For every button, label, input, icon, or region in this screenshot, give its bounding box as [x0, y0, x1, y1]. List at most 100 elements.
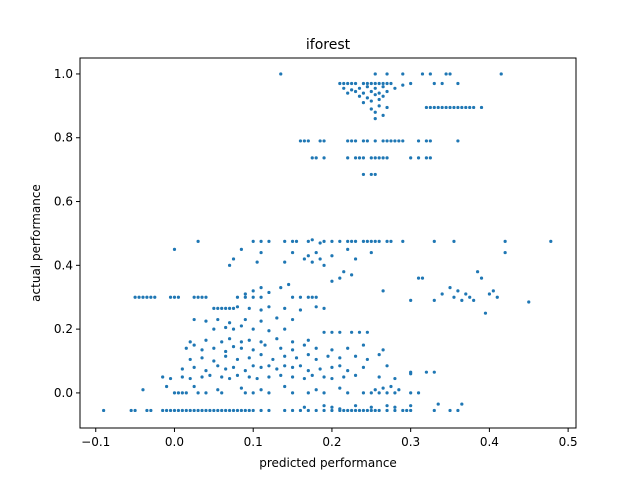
- data-point: [420, 276, 425, 280]
- data-point: [302, 343, 306, 347]
- data-point: [267, 239, 271, 244]
- data-point: [149, 295, 153, 299]
- data-point: [176, 295, 181, 299]
- data-point: [373, 93, 377, 97]
- data-point: [373, 110, 377, 114]
- data-point: [346, 346, 350, 350]
- data-point: [283, 384, 287, 389]
- data-point: [330, 376, 334, 381]
- data-point: [310, 295, 314, 299]
- data-point: [314, 156, 318, 160]
- data-point: [298, 139, 303, 143]
- data-point: [326, 354, 330, 358]
- points-layer: [102, 72, 553, 413]
- data-point: [428, 72, 432, 76]
- data-point: [251, 391, 255, 395]
- data-point: [330, 348, 334, 352]
- data-point: [224, 354, 228, 358]
- data-point: [243, 292, 247, 296]
- data-point: [224, 367, 228, 371]
- data-point: [452, 105, 456, 110]
- data-point: [330, 279, 334, 283]
- data-point: [365, 408, 369, 413]
- data-point: [306, 254, 310, 258]
- data-point: [235, 408, 240, 413]
- data-point: [365, 239, 369, 244]
- data-point: [353, 373, 358, 377]
- data-point: [432, 370, 436, 374]
- data-point: [456, 105, 460, 110]
- data-point: [251, 364, 255, 368]
- data-point: [290, 408, 295, 413]
- data-point: [499, 72, 503, 76]
- data-point: [381, 289, 385, 293]
- data-point: [188, 408, 192, 413]
- data-point: [353, 81, 358, 86]
- data-point: [377, 375, 381, 379]
- data-point: [428, 105, 432, 110]
- data-point: [393, 408, 397, 413]
- data-point: [200, 356, 204, 360]
- data-point: [361, 391, 366, 395]
- data-point: [212, 346, 216, 350]
- x-tick-label: 0.2: [322, 435, 341, 449]
- data-point: [231, 257, 236, 261]
- data-point: [381, 113, 385, 118]
- data-point: [389, 384, 393, 389]
- data-point: [357, 330, 362, 334]
- data-point: [259, 319, 263, 323]
- data-point: [212, 408, 216, 413]
- data-point: [428, 156, 432, 160]
- data-point: [346, 368, 350, 373]
- data-point: [353, 404, 358, 408]
- data-point: [369, 81, 373, 86]
- plot-frame: [79, 57, 577, 429]
- data-point: [357, 156, 362, 160]
- x-tick-label: 0.1: [244, 435, 263, 449]
- data-point: [259, 239, 263, 244]
- data-point: [393, 405, 397, 409]
- data-point: [149, 408, 153, 413]
- data-point: [322, 375, 326, 379]
- data-point: [377, 91, 381, 95]
- data-point: [306, 368, 310, 373]
- data-point: [346, 247, 350, 251]
- data-point: [259, 353, 263, 357]
- data-point: [338, 276, 342, 280]
- data-point: [330, 254, 334, 258]
- x-tick-label: −0.1: [81, 435, 110, 449]
- data-point: [247, 408, 251, 413]
- data-point: [468, 105, 472, 110]
- data-point: [192, 317, 196, 322]
- data-point: [267, 329, 271, 333]
- data-point: [432, 239, 436, 244]
- data-point: [385, 89, 389, 94]
- data-point: [231, 306, 236, 310]
- data-point: [432, 298, 436, 303]
- data-point: [330, 405, 334, 409]
- data-point: [409, 370, 413, 374]
- data-point: [377, 239, 381, 244]
- data-point: [322, 156, 326, 160]
- data-point: [330, 408, 334, 413]
- data-point: [318, 139, 322, 143]
- data-point: [294, 239, 299, 244]
- data-point: [381, 81, 385, 86]
- data-point: [239, 408, 243, 413]
- data-point: [220, 306, 224, 310]
- data-point: [251, 348, 255, 352]
- data-point: [350, 88, 354, 92]
- data-point: [227, 321, 232, 325]
- data-point: [377, 391, 381, 395]
- data-point: [180, 391, 184, 395]
- data-point: [318, 241, 322, 245]
- y-tick-label: 0.2: [54, 322, 73, 336]
- data-point: [243, 391, 247, 395]
- data-point: [357, 408, 362, 413]
- x-axis-label: predicted performance: [259, 456, 397, 470]
- data-point: [346, 408, 350, 413]
- data-point: [279, 72, 283, 76]
- data-point: [208, 373, 212, 377]
- data-point: [290, 239, 295, 244]
- data-point: [369, 89, 373, 94]
